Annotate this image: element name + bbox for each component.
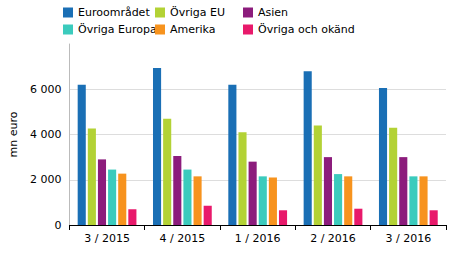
svg-text:mn euro: mn euro — [7, 111, 20, 157]
svg-text:3 / 2016: 3 / 2016 — [385, 232, 431, 245]
svg-text:Euroområdet: Euroområdet — [78, 6, 150, 19]
svg-text:2 000: 2 000 — [30, 173, 62, 186]
svg-text:Övriga och okänd: Övriga och okänd — [258, 23, 355, 36]
svg-text:1 / 2016: 1 / 2016 — [235, 232, 281, 245]
svg-text:Amerika: Amerika — [170, 23, 216, 36]
svg-text:4 000: 4 000 — [30, 128, 62, 141]
svg-text:2 / 2016: 2 / 2016 — [310, 232, 356, 245]
svg-text:4 / 2015: 4 / 2015 — [160, 232, 206, 245]
svg-text:Asien: Asien — [258, 6, 288, 19]
svg-text:Övriga Europa: Övriga Europa — [78, 23, 157, 36]
svg-text:Övriga EU: Övriga EU — [170, 6, 225, 19]
svg-text:3 / 2015: 3 / 2015 — [84, 232, 130, 245]
svg-text:0: 0 — [54, 219, 61, 232]
svg-text:6 000: 6 000 — [30, 83, 62, 96]
